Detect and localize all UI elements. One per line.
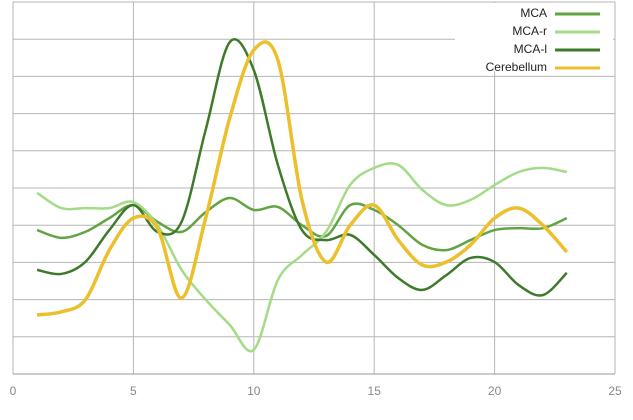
x-tick-label: 5 bbox=[130, 384, 137, 398]
legend: MCA MCA-r MCA-l Cerebellum bbox=[455, 3, 613, 74]
legend-label: MCA-r bbox=[512, 24, 547, 38]
x-tick-label: 15 bbox=[368, 384, 382, 398]
legend-label: Cerebellum bbox=[486, 60, 547, 74]
series-line bbox=[36, 38, 568, 297]
series-line bbox=[36, 162, 568, 353]
legend-label: MCA-l bbox=[514, 42, 547, 56]
x-tick-label: 20 bbox=[488, 384, 502, 398]
x-tick-label: 0 bbox=[10, 384, 17, 398]
legend-label: MCA bbox=[520, 6, 547, 20]
x-tick-label: 10 bbox=[247, 384, 261, 398]
x-tick-label: 25 bbox=[608, 384, 622, 398]
series-line bbox=[36, 40, 569, 317]
